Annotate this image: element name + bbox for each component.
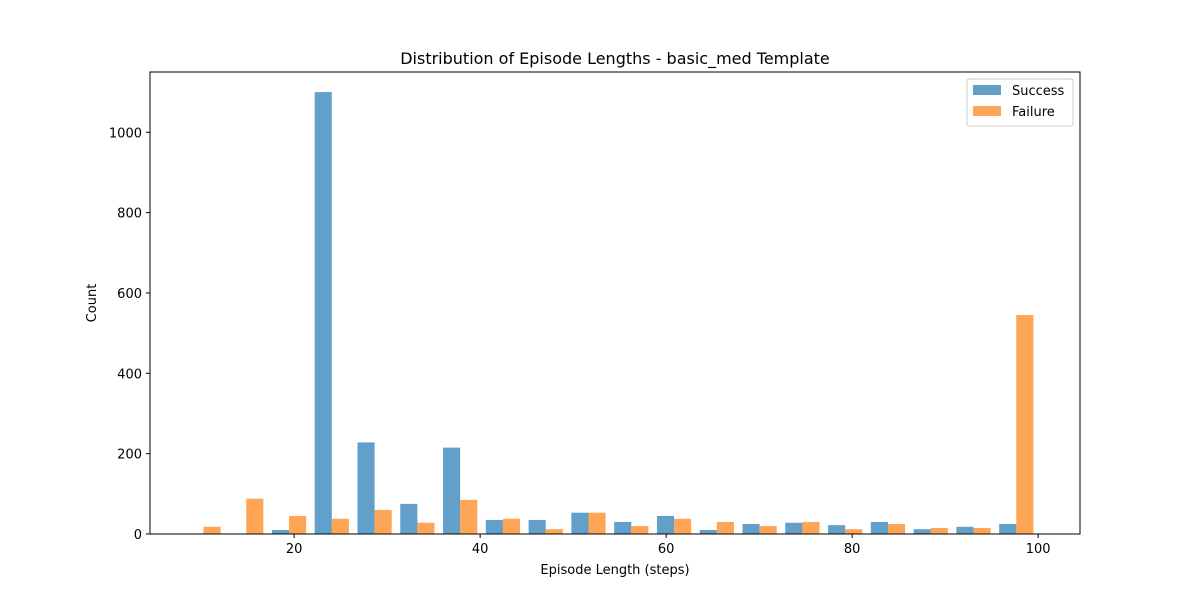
y-tick-label: 400 bbox=[117, 367, 142, 382]
bar-failure-6 bbox=[460, 499, 478, 534]
bar-failure-19 bbox=[1016, 315, 1034, 534]
legend: Success Failure bbox=[966, 78, 1074, 127]
x-axis-label: Episode Length (steps) bbox=[540, 563, 689, 578]
bar-success-2 bbox=[271, 529, 290, 534]
y-tick-label: 1000 bbox=[109, 126, 142, 141]
bar-success-8 bbox=[528, 519, 546, 534]
x-tick-label: 100 bbox=[1026, 542, 1051, 557]
bar-success-13 bbox=[742, 523, 760, 534]
bar-failure-12 bbox=[716, 521, 734, 534]
bar-success-16 bbox=[870, 521, 888, 534]
bar-success-11 bbox=[656, 515, 675, 534]
bar-failure-4 bbox=[374, 509, 392, 534]
bar-failure-1 bbox=[246, 498, 264, 534]
bar-success-12 bbox=[699, 529, 717, 534]
y-tick-label: 600 bbox=[117, 287, 142, 302]
bar-success-18 bbox=[956, 526, 974, 534]
bar-success-15 bbox=[828, 525, 846, 534]
bar-failure-17 bbox=[930, 527, 948, 534]
legend-label-success: Success bbox=[1012, 84, 1065, 99]
bar-success-6 bbox=[443, 447, 461, 534]
x-axis-ticks: 20 40 60 80 100 bbox=[286, 534, 1051, 557]
bar-success-17 bbox=[913, 529, 931, 534]
legend-label-failure: Failure bbox=[1012, 105, 1055, 120]
bar-failure-16 bbox=[887, 523, 906, 534]
bar-failure-2 bbox=[289, 515, 307, 534]
legend-swatch-success bbox=[973, 85, 1001, 95]
x-tick-label: 40 bbox=[472, 542, 489, 557]
chart-title: Distribution of Episode Lengths - basic_… bbox=[400, 49, 830, 69]
bar-success-9 bbox=[571, 512, 589, 534]
bar-failure-8 bbox=[545, 529, 563, 534]
y-tick-label: 200 bbox=[117, 448, 142, 463]
bars-group bbox=[203, 92, 1034, 534]
plot-frame bbox=[149, 71, 1081, 535]
x-tick-label: 60 bbox=[658, 542, 675, 557]
y-tick-label: 0 bbox=[134, 528, 142, 543]
bar-failure-7 bbox=[502, 518, 521, 534]
bar-failure-18 bbox=[973, 527, 991, 534]
y-tick-label: 800 bbox=[117, 207, 142, 222]
bar-success-3 bbox=[314, 92, 332, 534]
bar-success-19 bbox=[999, 523, 1017, 534]
y-axis-ticks: 0 200 400 600 800 1000 bbox=[109, 126, 150, 543]
bar-failure-9 bbox=[588, 512, 606, 534]
bar-failure-0 bbox=[203, 526, 221, 534]
x-tick-label: 20 bbox=[286, 542, 303, 557]
bar-failure-15 bbox=[845, 529, 863, 534]
bar-success-7 bbox=[485, 519, 503, 534]
bar-failure-3 bbox=[331, 518, 349, 534]
bar-success-14 bbox=[785, 522, 803, 534]
legend-swatch-failure bbox=[973, 106, 1001, 116]
bar-failure-14 bbox=[802, 521, 820, 534]
x-tick-label: 80 bbox=[844, 542, 861, 557]
bar-success-10 bbox=[614, 521, 632, 534]
bar-failure-5 bbox=[417, 522, 435, 534]
bar-success-5 bbox=[400, 503, 418, 534]
bar-success-4 bbox=[357, 442, 375, 534]
y-axis-label: Count bbox=[85, 284, 100, 323]
bar-failure-13 bbox=[759, 525, 777, 534]
bar-failure-11 bbox=[674, 518, 692, 534]
bar-failure-10 bbox=[631, 525, 649, 534]
